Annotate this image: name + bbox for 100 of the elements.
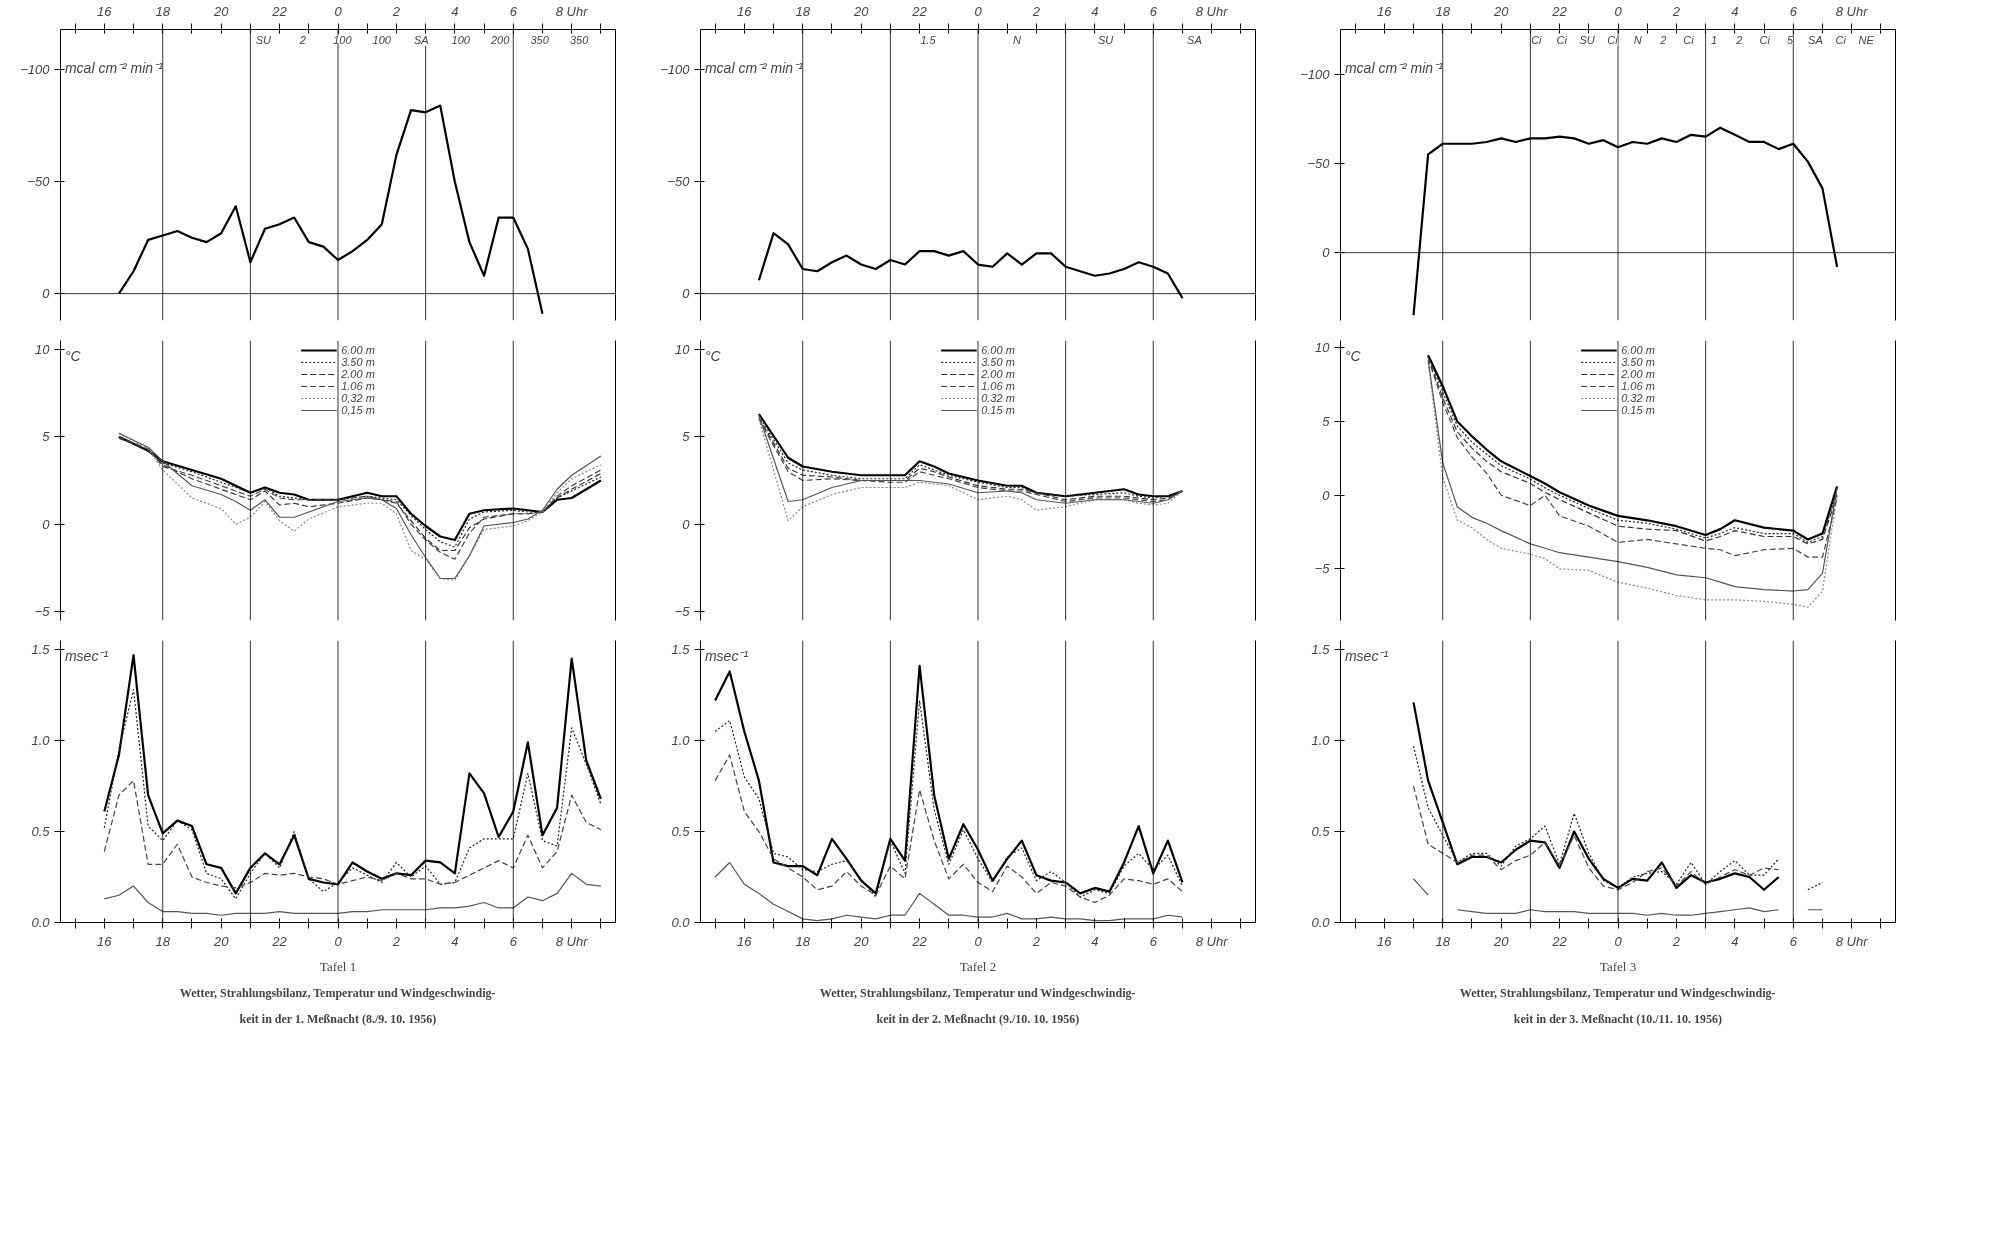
y-tick-label: 0.0	[1311, 915, 1331, 930]
x2-tick-label: 0	[974, 3, 983, 19]
x2-tick-label: 20	[852, 3, 870, 19]
x2-tick-label: 4	[1091, 3, 1099, 19]
annotation: N	[1633, 33, 1642, 46]
x2-tick-label: 18	[155, 3, 171, 19]
y-tick-label: −100	[660, 62, 691, 78]
x-tick-label: 16	[97, 933, 113, 949]
annotation: 100	[451, 33, 471, 46]
x-tick-label: 2	[1031, 933, 1041, 949]
x-tick-label: 8 Uhr	[555, 933, 589, 949]
annotation: Ci	[1835, 33, 1847, 46]
x2-tick-label: 0	[1614, 3, 1623, 19]
y-tick-label: 0	[42, 286, 51, 302]
annotation: Ci	[1556, 33, 1568, 46]
annotation: 200	[490, 33, 511, 46]
annotation: SU	[1579, 33, 1595, 46]
legend-label: 0.15 m	[1621, 404, 1655, 416]
legend-label: 6.00 m	[341, 344, 375, 356]
text: Wetter, Strahlungsbilanz, Temperatur und Windgeschwindig-	[1459, 985, 1776, 1000]
y-axis-title: msec⁻¹	[1344, 648, 1389, 665]
y-tick-label: 1.5	[31, 642, 51, 658]
annotation: Ci	[1531, 33, 1543, 46]
y-tick-label: 0	[1322, 245, 1331, 261]
y-tick-label: 0.0	[671, 915, 691, 930]
annotation: 350	[569, 33, 590, 46]
x-tick-label: 16	[1377, 933, 1393, 949]
x2-tick-label: 2	[391, 3, 401, 19]
legend-label: 1.06 m	[1621, 380, 1655, 392]
y-axis-title: °C	[704, 348, 722, 365]
text: Wetter, Strahlungsbilanz, Temperatur und Windgeschwindig-	[179, 985, 496, 1000]
x-tick-label: 20	[1492, 933, 1510, 949]
x2-tick-label: 22	[1551, 3, 1568, 19]
annotation: 2	[1659, 33, 1667, 46]
x2-tick-label: 20	[1492, 3, 1510, 19]
x2-tick-label: 8 Uhr	[1835, 3, 1869, 19]
y-tick-label: 0.5	[1311, 824, 1331, 840]
annotation: SA	[1808, 33, 1823, 46]
y-tick-label: −50	[27, 174, 51, 190]
x-tick-label: 6	[509, 933, 518, 949]
text: keit in der 2. Meßnacht (9./10. 10. 1956)	[876, 1011, 1080, 1026]
x-tick-label: 20	[212, 933, 230, 949]
y-tick-label: −100	[20, 62, 51, 78]
y-tick-label: 0.5	[31, 824, 51, 840]
y-tick-label: 0	[1322, 487, 1331, 503]
y-tick-label: 5	[682, 429, 691, 445]
x2-tick-label: 4	[1731, 3, 1739, 19]
annotation: Ci	[1759, 33, 1771, 46]
legend-label: 3.50 m	[341, 356, 375, 368]
y-tick-label: 1.0	[31, 733, 51, 749]
x-tick-label: 22	[1551, 933, 1568, 949]
legend-label: 6.00 m	[981, 344, 1015, 356]
x-tick-label: 0	[974, 933, 983, 949]
y-tick-label: 0	[42, 516, 51, 532]
x-tick-label: 22	[911, 933, 928, 949]
text: Wetter, Strahlungsbilanz, Temperatur und Windgeschwindig-	[819, 985, 1136, 1000]
x-tick-label: 4	[1091, 933, 1099, 949]
x2-tick-label: 20	[212, 3, 230, 19]
x-tick-label: 4	[451, 933, 459, 949]
y-tick-label: 10	[1315, 340, 1331, 356]
y-tick-label: 1.5	[671, 642, 691, 658]
x2-tick-label: 6	[509, 3, 518, 19]
x-tick-label: 0	[1614, 933, 1623, 949]
x2-tick-label: 16	[1377, 3, 1393, 19]
x-tick-label: 6	[1149, 933, 1158, 949]
x-tick-label: 2	[391, 933, 401, 949]
y-tick-label: 10	[675, 341, 691, 357]
x2-tick-label: 8 Uhr	[555, 3, 589, 19]
annotation: 1	[1710, 33, 1717, 46]
x-tick-label: 6	[1789, 933, 1798, 949]
legend-label: 3.50 m	[1621, 356, 1655, 368]
y-tick-label: −50	[1307, 155, 1331, 171]
annotation: 350	[530, 33, 550, 46]
legend-label: 0.15 m	[981, 404, 1015, 416]
x-tick-label: 18	[795, 933, 811, 949]
y-axis-title: msec⁻¹	[704, 648, 749, 665]
y-axis-title: °C	[1344, 348, 1362, 365]
x2-tick-label: 16	[737, 3, 753, 19]
y-tick-label: −50	[667, 174, 691, 190]
y-tick-label: 0	[682, 286, 691, 302]
x2-tick-label: 4	[451, 3, 459, 19]
x-tick-label: 18	[155, 933, 171, 949]
x2-tick-label: 8 Uhr	[1195, 3, 1229, 19]
text: keit in der 3. Meßnacht (10./11. 10. 1956)	[1513, 1011, 1722, 1026]
legend-label: 0.32 m	[1621, 392, 1655, 404]
x2-tick-label: 2	[1031, 3, 1041, 19]
y-tick-label: 1.0	[671, 733, 691, 749]
text: Tafel 1	[319, 958, 357, 974]
y-tick-label: −5	[34, 604, 51, 620]
legend-label: 2.00 m	[1621, 368, 1655, 380]
annotation: Ci	[1683, 33, 1695, 46]
x2-tick-label: 0	[334, 3, 343, 19]
y-tick-label: 0	[682, 516, 691, 532]
y-tick-label: 1.0	[1311, 733, 1331, 749]
legend-label: 6.00 m	[1621, 344, 1655, 356]
annotation: 5	[1786, 33, 1794, 46]
y-tick-label: 1.5	[1311, 642, 1331, 658]
legend-label: 2.00 m	[341, 368, 375, 380]
x-tick-label: 16	[737, 933, 753, 949]
legend-label: 3.50 m	[981, 356, 1015, 368]
